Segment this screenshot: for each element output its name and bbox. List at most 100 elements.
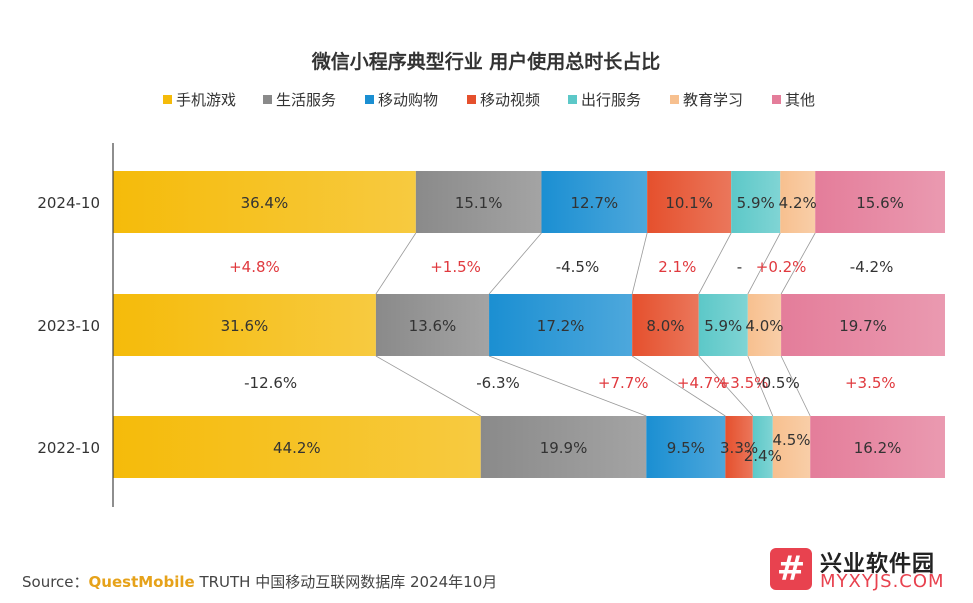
bar-value-label: 3.3% bbox=[720, 439, 758, 457]
bar-value-label: 4.0% bbox=[745, 317, 783, 335]
connector-line bbox=[780, 232, 816, 295]
connector-line bbox=[488, 232, 542, 295]
change-label: +3.5% bbox=[845, 374, 896, 392]
site-watermark: # 兴业软件园 MYXYJS.COM bbox=[770, 546, 966, 594]
bar-segment bbox=[698, 294, 748, 356]
change-label: +0.2% bbox=[756, 258, 807, 276]
change-label: -4.5% bbox=[556, 258, 600, 276]
bar-value-label: 2.4% bbox=[744, 447, 782, 465]
bar-segment bbox=[815, 171, 945, 233]
bar-value-label: 19.9% bbox=[540, 439, 588, 457]
bar-segment bbox=[781, 294, 945, 356]
change-label: +4.7% bbox=[677, 374, 728, 392]
connector-line bbox=[698, 355, 754, 417]
site-name: 兴业软件园 bbox=[820, 552, 936, 577]
bar-segment bbox=[632, 294, 699, 356]
bar-segment bbox=[113, 294, 376, 356]
legend-swatch bbox=[263, 95, 272, 104]
bar-segment bbox=[647, 171, 732, 233]
change-labels: +4.8% +1.5% -4.5% 2.1% - +0.2% -4.2% -12.6% -6.3… bbox=[229, 258, 896, 392]
legend-label: 出行服务 bbox=[581, 91, 641, 109]
legend-label: 移动视频 bbox=[480, 91, 540, 109]
bar-segment bbox=[731, 171, 781, 233]
bar-segment bbox=[113, 171, 416, 233]
site-url: MYXYJS.COM bbox=[820, 571, 945, 592]
bar-segment bbox=[752, 416, 773, 478]
chart-title: 微信小程序典型行业 用户使用总时长占比 bbox=[311, 50, 661, 73]
change-label: +3.5% bbox=[718, 374, 769, 392]
site-logo-icon: # bbox=[770, 548, 812, 590]
bar-segment bbox=[541, 171, 648, 233]
connector-line bbox=[698, 232, 732, 295]
change-label: +7.7% bbox=[598, 374, 649, 392]
bar-value-label: 44.2% bbox=[273, 439, 321, 457]
legend-label: 教育学习 bbox=[683, 91, 743, 109]
bar-value-label: 12.7% bbox=[570, 194, 618, 212]
legend-swatch bbox=[568, 95, 577, 104]
legend-swatch bbox=[467, 95, 476, 104]
change-label: - bbox=[737, 258, 742, 276]
legend-swatch bbox=[365, 95, 374, 104]
bar-value-label: 15.1% bbox=[455, 194, 503, 212]
bar-segment bbox=[646, 416, 726, 478]
legend-label: 手机游戏 bbox=[176, 91, 236, 109]
bar-segment bbox=[772, 416, 811, 478]
change-label: -4.2% bbox=[850, 258, 894, 276]
category-label: 2024-10 bbox=[37, 194, 100, 212]
connector-line bbox=[747, 232, 781, 295]
change-label: 2.1% bbox=[658, 258, 696, 276]
connector-line bbox=[375, 232, 417, 295]
bar-value-label: 16.2% bbox=[854, 439, 902, 457]
connector-line bbox=[780, 355, 811, 417]
legend-swatch bbox=[163, 95, 172, 104]
connector-line bbox=[631, 232, 648, 295]
connector-lines bbox=[375, 232, 816, 417]
change-label: +4.8% bbox=[229, 258, 280, 276]
bar-segment bbox=[725, 416, 753, 478]
source-prefix: Source： bbox=[22, 573, 89, 591]
stacked-bar-chart: 微信小程序典型行业 用户使用总时长占比 手机游戏 生活服务 移动购物 移动视频 出行服务… bbox=[37, 50, 945, 507]
bar-segment bbox=[375, 294, 490, 356]
bar-value-label: 5.9% bbox=[704, 317, 742, 335]
legend-label: 生活服务 bbox=[276, 91, 336, 109]
category-label: 2022-10 bbox=[37, 439, 100, 457]
legend-label: 移动购物 bbox=[378, 91, 438, 109]
change-label: +1.5% bbox=[430, 258, 481, 276]
source-text: TRUTH 中国移动互联网数据库 2024年10月 bbox=[194, 573, 498, 591]
legend-swatch bbox=[670, 95, 679, 104]
chart-legend: 手机游戏 生活服务 移动购物 移动视频 出行服务 教育学习 其他 bbox=[163, 91, 815, 109]
bar-segment bbox=[489, 294, 633, 356]
bar-value-label: 13.6% bbox=[409, 317, 457, 335]
change-label: -12.6% bbox=[244, 374, 297, 392]
source-brand: QuestMobile bbox=[88, 573, 195, 591]
connector-line bbox=[375, 355, 481, 417]
bar-segment bbox=[780, 171, 816, 233]
bar-segment bbox=[480, 416, 647, 478]
category-label: 2023-10 bbox=[37, 317, 100, 335]
bar-segment bbox=[747, 294, 782, 356]
bar-segment bbox=[810, 416, 945, 478]
bar-value-label: 9.5% bbox=[667, 439, 705, 457]
legend-label: 其他 bbox=[785, 91, 815, 109]
bar-value-label: 17.2% bbox=[537, 317, 585, 335]
bar-value-label: 10.1% bbox=[665, 194, 713, 212]
bar-value-label: 8.0% bbox=[646, 317, 684, 335]
bar-value-label: 15.6% bbox=[856, 194, 904, 212]
connector-line bbox=[488, 355, 647, 417]
bar-segment bbox=[113, 416, 481, 478]
bar-value-label: 5.9% bbox=[737, 194, 775, 212]
source-note: Source：QuestMobile TRUTH 中国移动互联网数据库 2024… bbox=[22, 571, 497, 592]
connector-line bbox=[631, 355, 726, 417]
legend-swatch bbox=[772, 95, 781, 104]
category-labels: 2024-10 2023-10 2022-10 bbox=[37, 194, 100, 457]
bar-segment bbox=[415, 171, 542, 233]
change-label: -6.3% bbox=[476, 374, 520, 392]
bar-value-label: 36.4% bbox=[241, 194, 289, 212]
connector-line bbox=[747, 355, 774, 417]
bars-group: 36.4% 15.1% 12.7% 10.1% 5.9% 4.2% 15.6%31.6% 13… bbox=[113, 171, 945, 478]
bar-value-label: 4.2% bbox=[779, 194, 817, 212]
bar-value-label: 19.7% bbox=[839, 317, 887, 335]
change-label: -0.5% bbox=[756, 374, 800, 392]
bar-value-label: 4.5% bbox=[772, 431, 810, 449]
bar-value-label: 31.6% bbox=[221, 317, 269, 335]
